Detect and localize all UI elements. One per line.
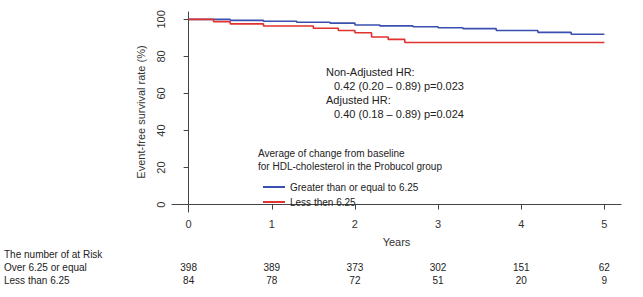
svg-text:60: 60: [155, 87, 167, 99]
svg-text:Less than 6.25: Less than 6.25: [4, 275, 70, 286]
svg-text:Less then 6.25: Less then 6.25: [290, 197, 356, 208]
svg-text:84: 84: [183, 275, 195, 286]
svg-text:0.42 (0.20 – 0.89) p=0.023: 0.42 (0.20 – 0.89) p=0.023: [334, 80, 464, 92]
svg-text:The number of at Risk: The number of at Risk: [4, 249, 103, 260]
svg-text:51: 51: [433, 275, 445, 286]
svg-text:2: 2: [352, 218, 358, 230]
svg-text:62: 62: [599, 262, 611, 273]
svg-text:398: 398: [180, 262, 197, 273]
svg-text:Event-free survival rate (%): Event-free survival rate (%): [135, 45, 147, 178]
svg-text:Over 6.25 or equal: Over 6.25 or equal: [4, 262, 87, 273]
svg-text:0.40 (0.18 – 0.89) p=0.024: 0.40 (0.18 – 0.89) p=0.024: [334, 108, 464, 120]
svg-text:0: 0: [155, 202, 167, 208]
svg-text:Average of change from baselin: Average of change from baseline: [258, 148, 405, 159]
svg-text:302: 302: [430, 262, 447, 273]
svg-text:3: 3: [435, 218, 441, 230]
svg-text:Greater than or equal to 6.25: Greater than or equal to 6.25: [290, 182, 419, 193]
svg-text:100: 100: [155, 10, 167, 28]
svg-text:20: 20: [155, 161, 167, 173]
svg-text:1: 1: [269, 218, 275, 230]
svg-text:Non-Adjusted HR:: Non-Adjusted HR:: [326, 66, 415, 78]
svg-text:5: 5: [601, 218, 607, 230]
svg-text:389: 389: [263, 262, 280, 273]
svg-text:80: 80: [155, 50, 167, 62]
svg-text:373: 373: [347, 262, 364, 273]
svg-text:Years: Years: [383, 236, 411, 248]
svg-text:9: 9: [602, 275, 608, 286]
svg-text:72: 72: [349, 275, 361, 286]
svg-text:Adjusted HR:: Adjusted HR:: [326, 94, 391, 106]
svg-text:20: 20: [516, 275, 528, 286]
svg-text:151: 151: [513, 262, 530, 273]
svg-text:40: 40: [155, 124, 167, 136]
svg-text:for HDL-cholesterol in the Pro: for HDL-cholesterol in the Probucol grou…: [258, 161, 442, 172]
svg-text:4: 4: [518, 218, 524, 230]
svg-text:78: 78: [266, 275, 278, 286]
svg-text:0: 0: [186, 218, 192, 230]
